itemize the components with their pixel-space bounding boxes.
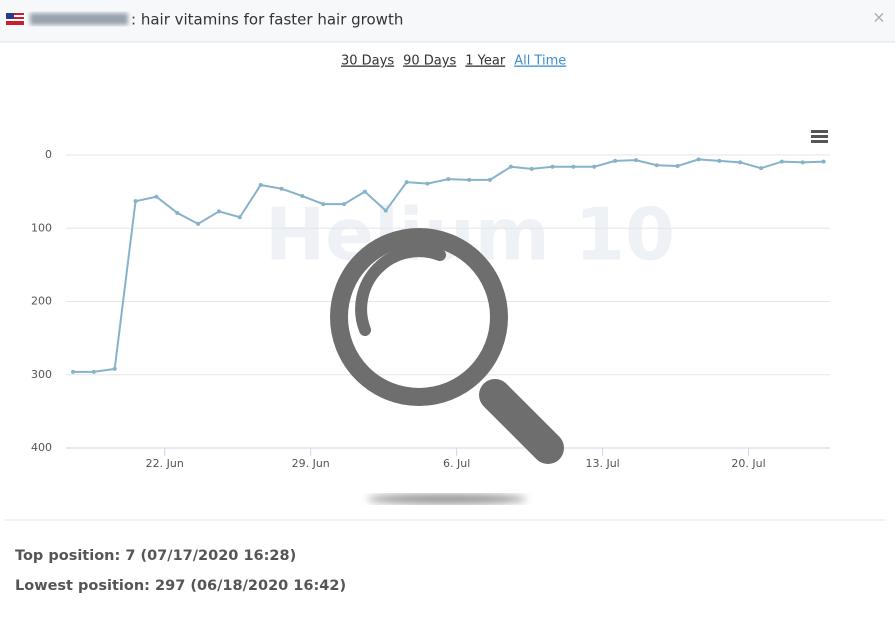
range-button[interactable]: All Time — [514, 54, 566, 69]
point — [592, 164, 597, 169]
point — [112, 366, 117, 371]
point — [154, 194, 159, 199]
y-tick-label: 200 — [31, 295, 52, 308]
point — [571, 164, 576, 169]
point — [237, 215, 242, 220]
blurred-id — [30, 13, 128, 25]
range-buttons: 30 Days 90 Days 1 Year All Time — [341, 54, 566, 69]
point — [529, 166, 534, 171]
point — [550, 164, 555, 169]
x-tick-label: 22. Jun — [146, 457, 184, 470]
point — [446, 177, 451, 182]
close-button[interactable]: × — [872, 8, 885, 27]
point — [279, 186, 284, 191]
point — [71, 369, 75, 374]
point — [696, 157, 701, 162]
x-tick-label: 20. Jul — [731, 457, 765, 470]
point — [404, 180, 409, 185]
point — [133, 199, 138, 204]
range-button[interactable]: 90 Days — [403, 54, 456, 69]
x-tick-label: 13. Jul — [585, 457, 619, 470]
x-tick-label: 29. Jun — [292, 457, 330, 470]
chart: 0 100 200 300 400 22. Jun 29. Jun 6. Jul 13. Jul… — [31, 148, 830, 470]
point — [800, 160, 805, 165]
point — [779, 159, 784, 164]
point — [717, 158, 722, 163]
point — [91, 369, 96, 374]
point — [342, 202, 347, 207]
point — [196, 221, 201, 226]
header-title: : hair vitamins for faster hair growth — [131, 11, 403, 29]
point — [467, 177, 472, 182]
point — [654, 163, 659, 168]
y-tick-label: 400 — [31, 441, 52, 454]
point — [488, 177, 492, 182]
point — [362, 189, 367, 194]
range-button[interactable]: 30 Days — [341, 54, 394, 69]
flag-icon — [6, 13, 24, 25]
point — [258, 183, 263, 188]
point — [613, 158, 618, 163]
range-button[interactable]: 1 Year — [465, 54, 506, 69]
y-tick-label: 100 — [31, 221, 52, 234]
x-tick-label: 6. Jul — [443, 457, 470, 470]
point — [508, 164, 513, 169]
point — [425, 181, 430, 186]
point — [821, 159, 826, 164]
magnifier-overlay — [330, 228, 564, 504]
point — [759, 166, 764, 171]
y-tick-label: 300 — [31, 368, 52, 381]
point — [300, 194, 305, 199]
point — [321, 202, 326, 207]
point — [383, 208, 388, 213]
y-tick-label: 0 — [45, 148, 52, 161]
lowest-position: Lowest position: 297 (06/18/2020 16:42) — [15, 578, 346, 594]
point — [675, 163, 680, 168]
point — [738, 160, 743, 165]
point — [175, 210, 180, 215]
point — [216, 209, 221, 214]
header-bar — [0, 0, 895, 42]
menu-icon[interactable] — [811, 130, 828, 143]
point — [633, 158, 638, 163]
top-position: Top position: 7 (07/17/2020 16:28) — [15, 548, 296, 564]
